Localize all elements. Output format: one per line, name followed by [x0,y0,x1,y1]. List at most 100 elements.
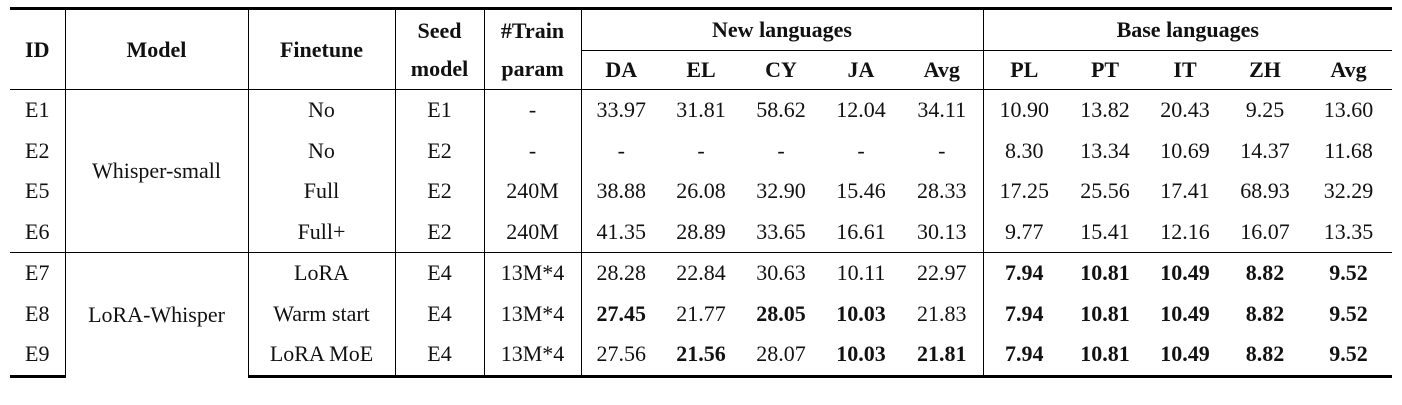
model-name: Whisper-small [65,89,249,253]
cell: 10.90 [999,97,1050,123]
cell: 13.82 [1080,97,1130,123]
cell: 240M [484,171,582,212]
cell: 8.82 [1245,300,1285,326]
table-row: E2 No E2- - - - - -8.30 13.34 10.69 14.37 11.68 [10,130,1392,171]
cell: 8.82 [1225,252,1306,294]
cell: 21.56 [661,334,741,378]
column-header: Finetune [248,7,396,90]
cell: 12.16 [1160,218,1210,244]
model-name: LoRA-Whisper [65,252,249,376]
cell: 17.25 [999,178,1050,204]
cell: 9.52 [1329,300,1368,326]
cell: 13M*4 [484,293,582,334]
row-id: E9 [10,334,66,378]
cell: 28.89 [676,218,726,244]
column-header: Seed model [395,7,485,90]
column-header: #Train param [484,7,582,90]
cell: 14.37 [1240,137,1290,163]
cell: 27.56 [581,334,661,378]
column-header: ZH [1225,50,1306,90]
cell: 10.11 [821,252,901,294]
cell: 13M*4 [484,334,582,378]
table-row: E5 Full E2 240M 38.88 26.08 32.90 15.46 28.33 17.… [10,171,1392,212]
cell: 28.05 [756,300,806,326]
cell: 30.63 [741,252,821,294]
cell: 28.07 [741,334,821,378]
cell: 34.11 [901,89,984,131]
cell: 10.81 [1065,334,1146,378]
cell: 10.49 [1145,334,1226,378]
table-header: ID Model Finetune Seed model #Train param New… [10,7,1393,90]
column-header: ID [10,7,66,90]
cell: 9.52 [1305,334,1393,378]
cell: 25.56 [1080,178,1130,204]
cell: 26.08 [676,178,726,204]
cell: - [901,130,984,171]
row-id: E7 [10,252,66,294]
table-row: E8 Warm start E4 13M*4 27.45 21.77 28.05 10.03 2… [10,293,1392,334]
table-row: E7 LoRA-Whisper LoRA E4 13M*4 28.28 22.84 30.63… [10,252,1393,376]
cell: 13.35 [1323,218,1374,244]
cell: 10.49 [1145,252,1226,294]
cell: E1 [395,89,485,131]
cell: 21.83 [901,293,984,334]
cell: 38.88 [596,178,647,204]
cell: - [857,137,865,163]
cell: 10.81 [1065,252,1146,294]
cell: 31.81 [676,97,726,123]
column-header: Avg [1305,50,1393,90]
cell: E2 [395,130,485,171]
results-table: ID Model Finetune Seed model #Train param New… [10,7,1393,378]
table-row: E6 Full+ E2 240M 41.35 28.89 33.65 16.61 30.13 9.… [10,211,1392,253]
cell: 9.77 [1005,218,1044,244]
cell: Full+ [248,211,396,253]
cell: 240M [484,211,582,253]
row-id: E6 [10,211,66,253]
column-header: JA [821,50,901,90]
cell: No [248,130,396,171]
cell: 12.04 [836,97,886,123]
cell: 68.93 [1240,178,1290,204]
row-id: E5 [10,171,66,212]
cell: LoRA [248,252,396,294]
column-header: CY [741,50,821,90]
cell: 7.94 [1005,300,1044,326]
table-row: E9 LoRA MoE E4 13M*4 27.56 21.56 28.07 10.03 21.… [10,334,1393,378]
cell: LoRA MoE [248,334,396,378]
group-header: New languages [581,7,984,51]
row-group: E1 Whisper-small No E1-33.97 31.81 58.62 12.04… [10,89,1392,253]
cell: E2 [395,211,485,253]
table-row: E1 Whisper-small No E1-33.97 31.81 58.62 12.04… [10,89,1392,253]
cell: 10.81 [1080,300,1130,326]
cell: 16.61 [836,218,886,244]
column-header: Avg [901,50,984,90]
cell: 9.52 [1305,252,1393,294]
cell: Warm start [248,293,396,334]
row-id: E2 [10,130,66,171]
cell: 21.77 [676,300,726,326]
cell: 8.82 [1225,334,1306,378]
cell: No [248,89,396,131]
cell: 8.30 [1005,137,1044,163]
cell: 10.69 [1160,137,1210,163]
cell: 17.41 [1160,178,1210,204]
cell: 28.28 [581,252,661,294]
cell: 10.49 [1160,300,1210,326]
cell: 58.62 [756,97,806,123]
cell: 22.84 [661,252,741,294]
cell: 33.65 [756,218,806,244]
cell: 30.13 [901,211,984,253]
cell: 20.43 [1160,97,1210,123]
row-id: E1 [10,89,66,131]
cell: 33.97 [596,97,647,123]
cell: 32.90 [756,178,806,204]
cell: 7.94 [983,252,1066,294]
cell: 28.33 [901,171,984,212]
cell: 41.35 [596,218,647,244]
cell: E4 [395,334,485,378]
cell: 15.41 [1080,218,1130,244]
cell: - [484,130,582,171]
cell: 7.94 [983,334,1066,378]
cell: 22.97 [901,252,984,294]
